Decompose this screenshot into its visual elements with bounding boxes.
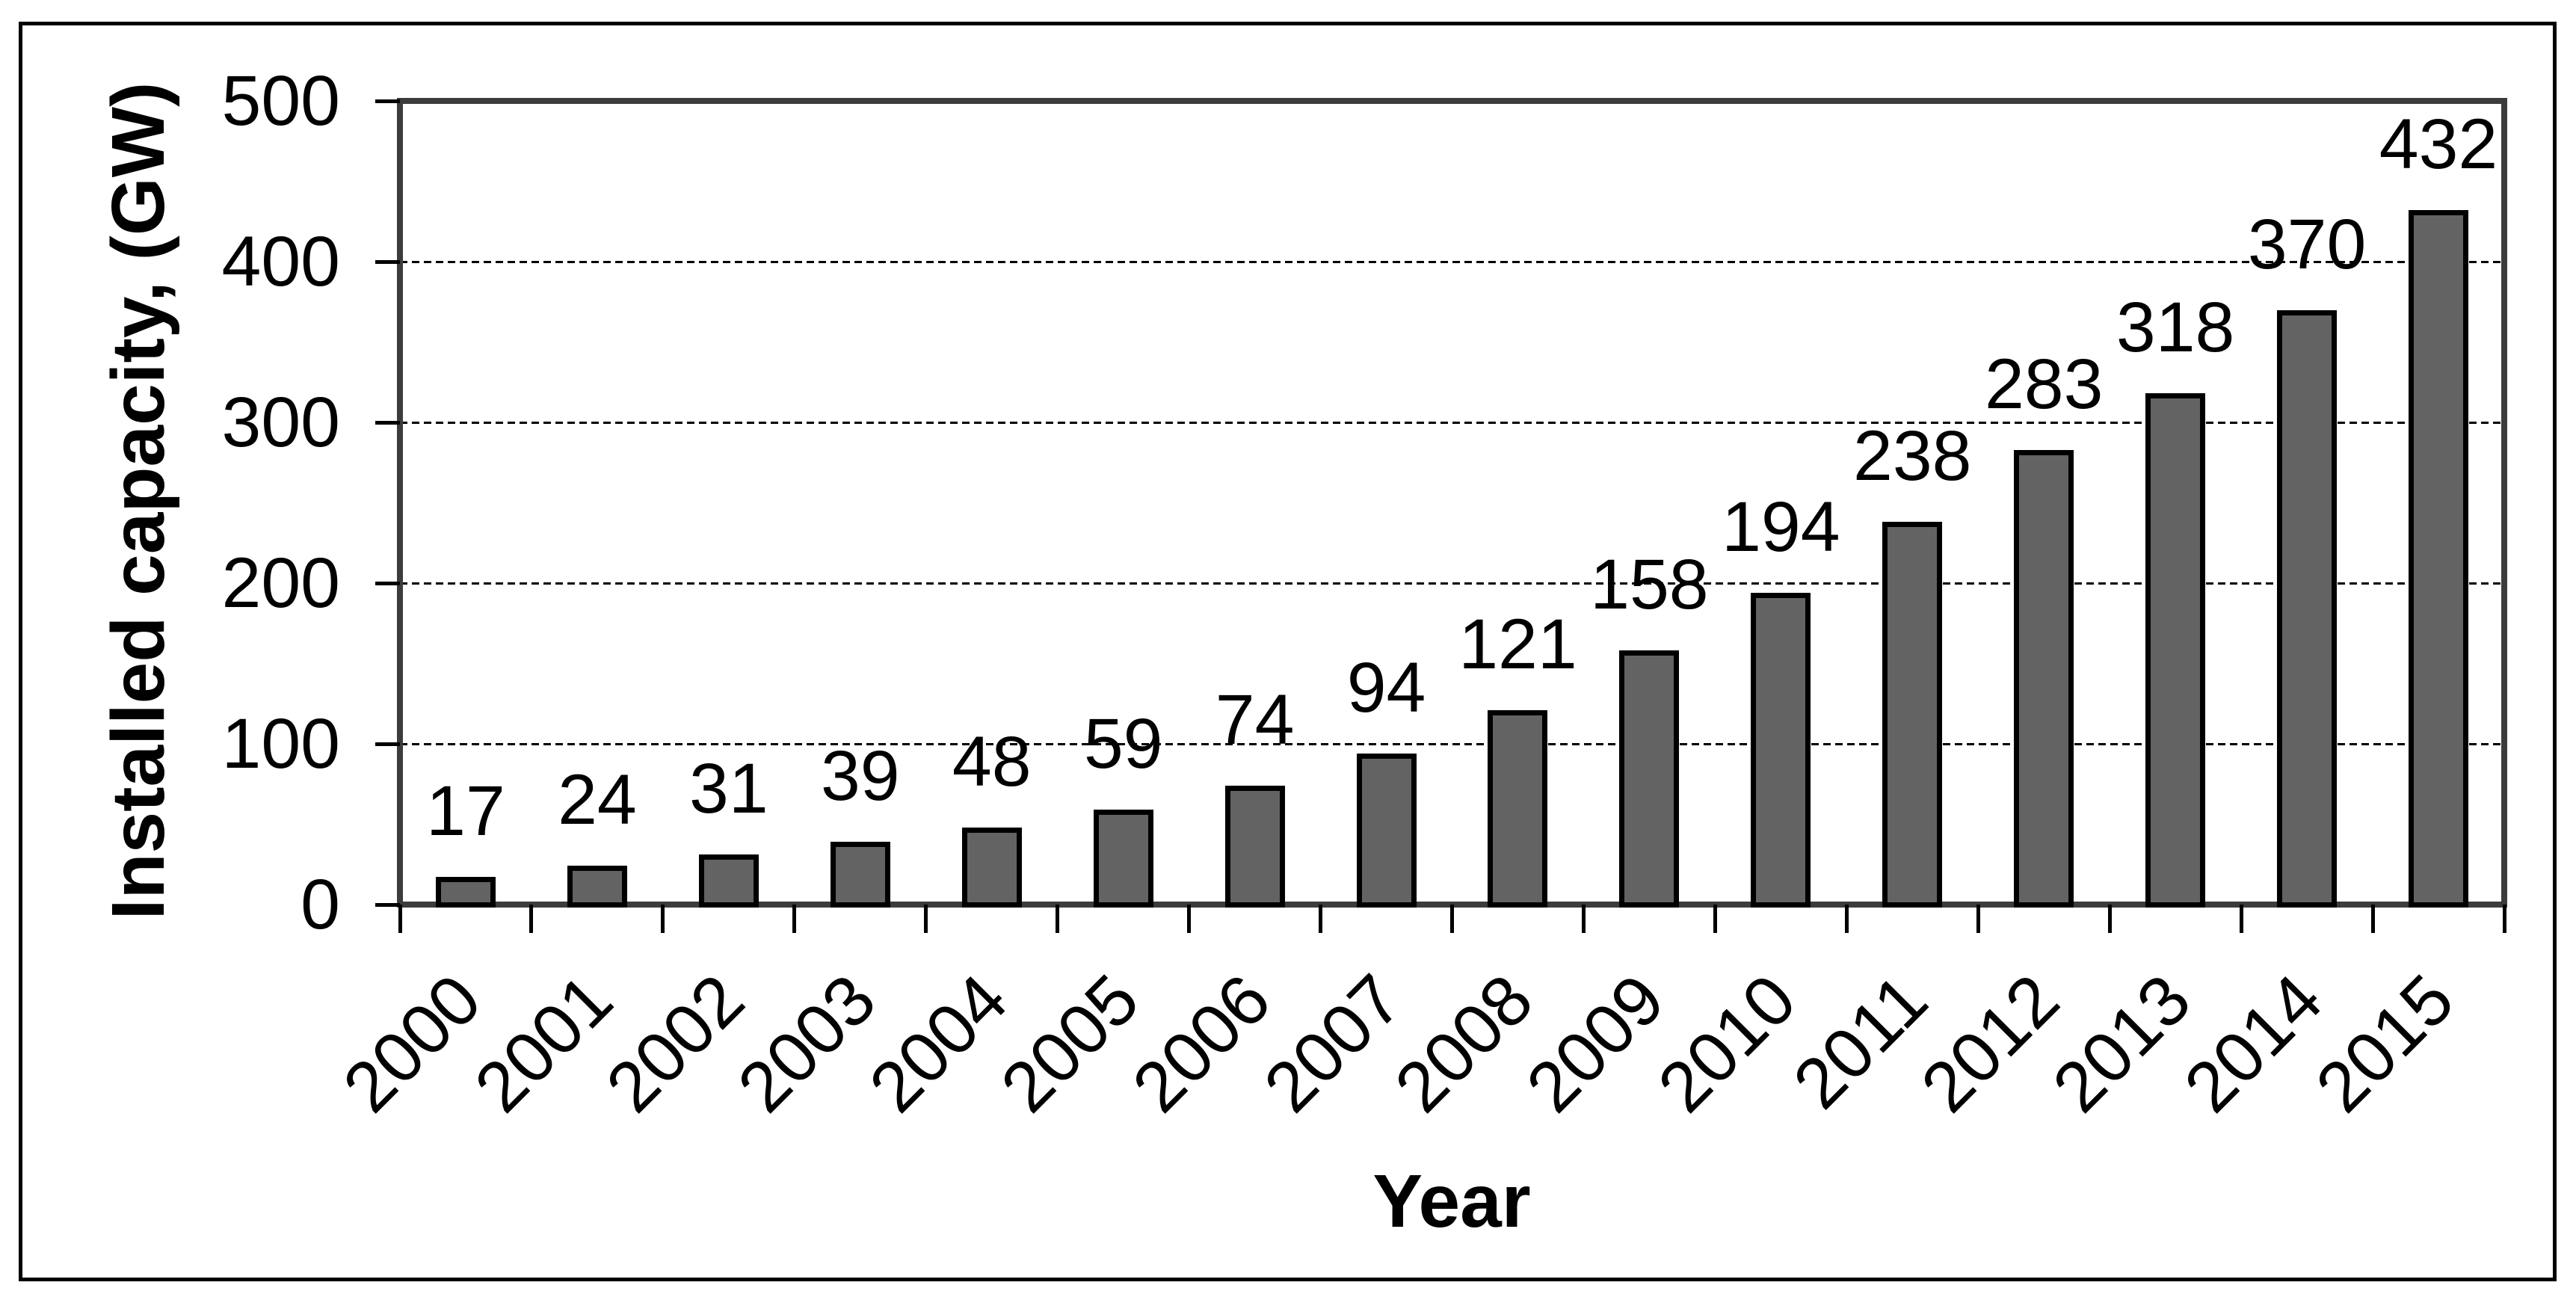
gridline-200 xyxy=(400,582,2504,585)
y-tick-100 xyxy=(375,742,400,746)
data-label-2006: 74 xyxy=(1215,680,1295,760)
gridline-100 xyxy=(400,742,2504,745)
x-tick-6 xyxy=(1187,905,1192,933)
x-tick-15 xyxy=(2370,905,2375,933)
y-axis-title: Installed capacity, (GW) xyxy=(96,81,180,920)
data-label-2004: 48 xyxy=(952,721,1032,801)
bar-2012 xyxy=(2014,449,2074,908)
gridline-300 xyxy=(400,421,2504,424)
x-tick-5 xyxy=(1056,905,1060,933)
bar-2008 xyxy=(1488,709,1548,908)
y-tick-300 xyxy=(375,420,400,425)
x-tick-3 xyxy=(792,905,797,933)
y-tick-label-500: 500 xyxy=(221,61,340,141)
data-label-2013: 318 xyxy=(2116,288,2235,368)
bar-2003 xyxy=(830,842,890,908)
y-tick-label-200: 200 xyxy=(221,543,340,623)
data-label-2000: 17 xyxy=(426,771,505,851)
data-label-2005: 59 xyxy=(1083,704,1163,784)
bar-2005 xyxy=(1093,810,1153,908)
bar-2001 xyxy=(567,866,627,908)
data-label-2002: 31 xyxy=(689,749,768,829)
bar-2015 xyxy=(2409,210,2469,908)
data-label-2014: 370 xyxy=(2247,204,2367,284)
x-tick-11 xyxy=(1844,905,1849,933)
data-label-2012: 283 xyxy=(1984,344,2104,424)
bar-2013 xyxy=(2145,393,2206,908)
bar-2009 xyxy=(1619,650,1680,908)
data-label-2009: 158 xyxy=(1590,545,1709,625)
y-tick-500 xyxy=(375,99,400,103)
y-tick-label-400: 400 xyxy=(221,222,340,301)
data-label-2015: 432 xyxy=(2379,105,2498,185)
bar-2014 xyxy=(2277,309,2338,908)
data-label-2003: 39 xyxy=(820,736,900,816)
data-label-2001: 24 xyxy=(558,760,637,840)
x-tick-2 xyxy=(661,905,665,933)
x-tick-8 xyxy=(1450,905,1454,933)
data-label-2008: 121 xyxy=(1458,604,1577,684)
y-tick-200 xyxy=(375,581,400,585)
x-tick-16 xyxy=(2502,905,2506,933)
y-tick-0 xyxy=(375,902,400,907)
data-label-2011: 238 xyxy=(1853,416,1972,496)
y-tick-label-0: 0 xyxy=(301,865,340,944)
y-tick-label-300: 300 xyxy=(221,383,340,462)
x-tick-7 xyxy=(1319,905,1323,933)
x-tick-4 xyxy=(924,905,928,933)
bar-2010 xyxy=(1751,592,1811,908)
bar-2004 xyxy=(961,827,1022,908)
x-tick-14 xyxy=(2239,905,2243,933)
y-tick-400 xyxy=(375,259,400,264)
x-tick-0 xyxy=(398,905,402,933)
bar-2002 xyxy=(698,854,759,908)
y-tick-label-100: 100 xyxy=(221,704,340,783)
bar-2007 xyxy=(1356,753,1417,908)
x-tick-12 xyxy=(1976,905,1980,933)
data-label-2010: 194 xyxy=(1722,487,1840,567)
x-tick-1 xyxy=(529,905,534,933)
data-label-2007: 94 xyxy=(1346,647,1426,727)
x-tick-9 xyxy=(1581,905,1586,933)
x-tick-10 xyxy=(1713,905,1717,933)
figure-border xyxy=(19,22,2557,1281)
x-tick-13 xyxy=(2107,905,2112,933)
bar-2011 xyxy=(1882,522,1943,908)
bar-2006 xyxy=(1224,785,1285,908)
x-axis-title: Year xyxy=(1372,1159,1531,1243)
bar-2000 xyxy=(435,877,496,908)
gridline-400 xyxy=(400,260,2504,263)
